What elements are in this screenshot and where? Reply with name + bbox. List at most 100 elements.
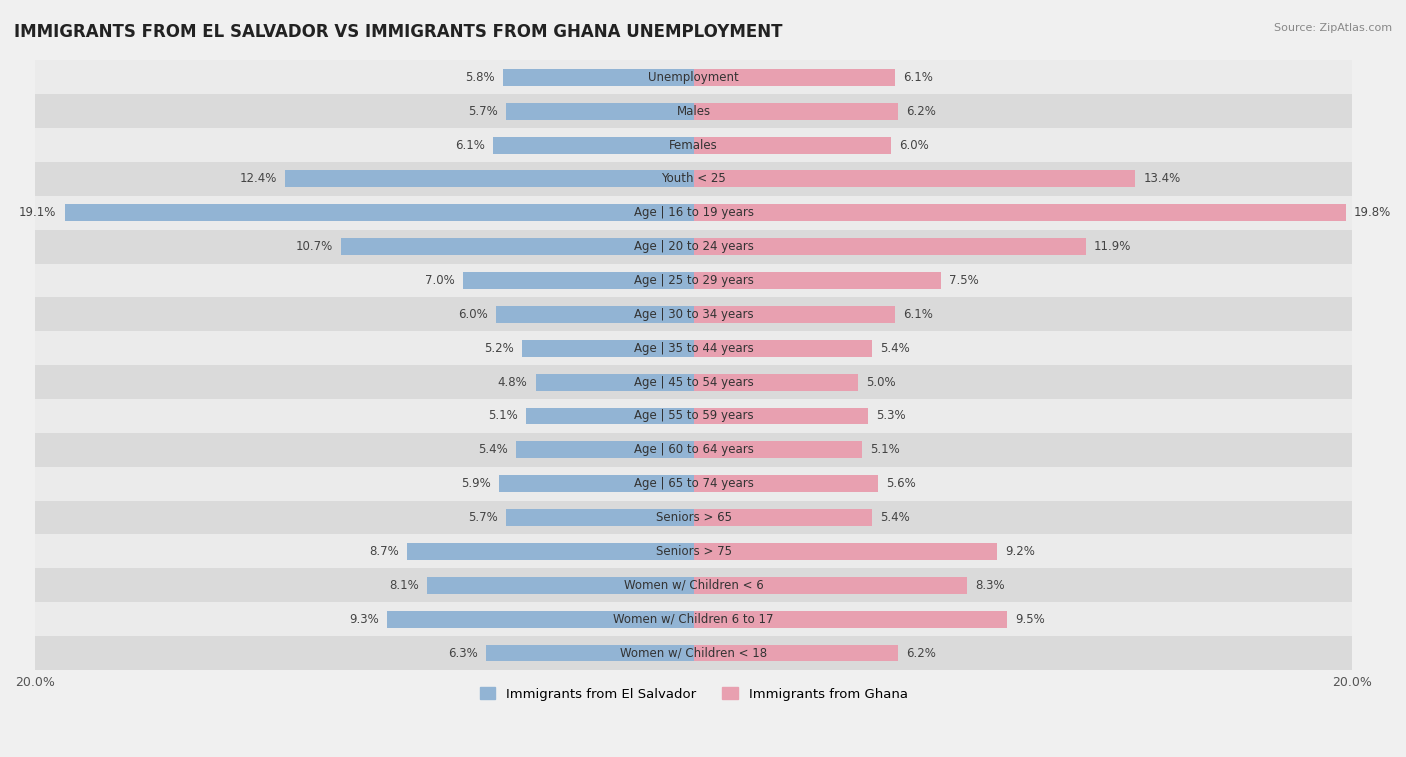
Text: Age | 60 to 64 years: Age | 60 to 64 years bbox=[634, 444, 754, 456]
Bar bbox=[492, 136, 693, 154]
Text: 6.0%: 6.0% bbox=[458, 308, 488, 321]
Text: Age | 55 to 59 years: Age | 55 to 59 years bbox=[634, 410, 754, 422]
Bar bbox=[516, 441, 693, 458]
Text: 5.4%: 5.4% bbox=[880, 511, 910, 524]
Bar bbox=[693, 509, 872, 526]
Text: 12.4%: 12.4% bbox=[239, 173, 277, 185]
Bar bbox=[35, 534, 1353, 569]
Text: Age | 16 to 19 years: Age | 16 to 19 years bbox=[634, 207, 754, 220]
Bar bbox=[499, 475, 693, 492]
Text: 5.0%: 5.0% bbox=[866, 375, 896, 388]
Text: 5.4%: 5.4% bbox=[880, 341, 910, 355]
Bar bbox=[693, 441, 862, 458]
Bar bbox=[693, 611, 1007, 628]
Text: 5.7%: 5.7% bbox=[468, 104, 498, 118]
Bar bbox=[693, 306, 894, 322]
Text: 6.0%: 6.0% bbox=[900, 139, 929, 151]
Text: 4.8%: 4.8% bbox=[498, 375, 527, 388]
Text: Seniors > 75: Seniors > 75 bbox=[655, 545, 731, 558]
Text: 5.3%: 5.3% bbox=[876, 410, 905, 422]
Bar bbox=[693, 136, 891, 154]
Bar bbox=[693, 272, 941, 289]
Text: Unemployment: Unemployment bbox=[648, 71, 740, 84]
Bar bbox=[342, 238, 693, 255]
Text: 7.5%: 7.5% bbox=[949, 274, 979, 287]
Text: 5.2%: 5.2% bbox=[485, 341, 515, 355]
Text: 10.7%: 10.7% bbox=[295, 240, 333, 253]
Text: Women w/ Children < 18: Women w/ Children < 18 bbox=[620, 646, 768, 659]
Text: 6.2%: 6.2% bbox=[905, 646, 936, 659]
Bar bbox=[496, 306, 693, 322]
Bar bbox=[35, 298, 1353, 332]
Bar bbox=[35, 263, 1353, 298]
Bar bbox=[536, 374, 693, 391]
Bar bbox=[35, 500, 1353, 534]
Text: 5.9%: 5.9% bbox=[461, 477, 491, 491]
Bar bbox=[35, 128, 1353, 162]
Text: 8.1%: 8.1% bbox=[389, 579, 419, 592]
Bar bbox=[65, 204, 693, 221]
Text: 8.7%: 8.7% bbox=[370, 545, 399, 558]
Text: 6.1%: 6.1% bbox=[903, 71, 932, 84]
Bar bbox=[693, 170, 1135, 188]
Text: Age | 25 to 29 years: Age | 25 to 29 years bbox=[634, 274, 754, 287]
Text: Women w/ Children < 6: Women w/ Children < 6 bbox=[624, 579, 763, 592]
Text: 5.8%: 5.8% bbox=[465, 71, 495, 84]
Bar bbox=[693, 543, 997, 560]
Bar bbox=[35, 196, 1353, 229]
Text: Age | 45 to 54 years: Age | 45 to 54 years bbox=[634, 375, 754, 388]
Text: 8.3%: 8.3% bbox=[976, 579, 1005, 592]
Bar bbox=[693, 407, 869, 425]
Text: 7.0%: 7.0% bbox=[425, 274, 456, 287]
Text: 19.8%: 19.8% bbox=[1354, 207, 1392, 220]
Bar bbox=[35, 467, 1353, 500]
Text: 5.4%: 5.4% bbox=[478, 444, 508, 456]
Text: Age | 65 to 74 years: Age | 65 to 74 years bbox=[634, 477, 754, 491]
Text: 9.3%: 9.3% bbox=[349, 612, 380, 625]
Bar bbox=[526, 407, 693, 425]
Bar bbox=[693, 69, 894, 86]
Bar bbox=[693, 374, 858, 391]
Text: IMMIGRANTS FROM EL SALVADOR VS IMMIGRANTS FROM GHANA UNEMPLOYMENT: IMMIGRANTS FROM EL SALVADOR VS IMMIGRANT… bbox=[14, 23, 783, 41]
Text: 6.1%: 6.1% bbox=[903, 308, 932, 321]
Bar bbox=[285, 170, 693, 188]
Bar bbox=[35, 95, 1353, 128]
Bar bbox=[408, 543, 693, 560]
Bar bbox=[502, 69, 693, 86]
Text: 6.3%: 6.3% bbox=[449, 646, 478, 659]
Text: 19.1%: 19.1% bbox=[18, 207, 56, 220]
Bar bbox=[693, 103, 898, 120]
Text: 13.4%: 13.4% bbox=[1143, 173, 1181, 185]
Text: Males: Males bbox=[676, 104, 710, 118]
Bar bbox=[35, 569, 1353, 603]
Text: Women w/ Children 6 to 17: Women w/ Children 6 to 17 bbox=[613, 612, 773, 625]
Bar bbox=[35, 162, 1353, 196]
Text: Age | 30 to 34 years: Age | 30 to 34 years bbox=[634, 308, 754, 321]
Bar bbox=[693, 644, 898, 662]
Text: 5.7%: 5.7% bbox=[468, 511, 498, 524]
Bar bbox=[506, 509, 693, 526]
Bar bbox=[486, 644, 693, 662]
Text: 5.1%: 5.1% bbox=[870, 444, 900, 456]
Text: 11.9%: 11.9% bbox=[1094, 240, 1132, 253]
Text: Females: Females bbox=[669, 139, 718, 151]
Bar bbox=[693, 577, 967, 593]
Bar bbox=[693, 238, 1085, 255]
Bar bbox=[35, 399, 1353, 433]
Bar bbox=[693, 475, 879, 492]
Bar bbox=[35, 636, 1353, 670]
Bar bbox=[463, 272, 693, 289]
Bar bbox=[506, 103, 693, 120]
Text: Youth < 25: Youth < 25 bbox=[661, 173, 725, 185]
Text: 6.2%: 6.2% bbox=[905, 104, 936, 118]
Bar bbox=[693, 340, 872, 357]
Bar bbox=[35, 603, 1353, 636]
Bar bbox=[35, 61, 1353, 95]
Text: Age | 35 to 44 years: Age | 35 to 44 years bbox=[634, 341, 754, 355]
Text: 6.1%: 6.1% bbox=[454, 139, 485, 151]
Text: Seniors > 65: Seniors > 65 bbox=[655, 511, 731, 524]
Bar bbox=[35, 365, 1353, 399]
Text: Age | 20 to 24 years: Age | 20 to 24 years bbox=[634, 240, 754, 253]
Bar bbox=[388, 611, 693, 628]
Bar bbox=[35, 332, 1353, 365]
